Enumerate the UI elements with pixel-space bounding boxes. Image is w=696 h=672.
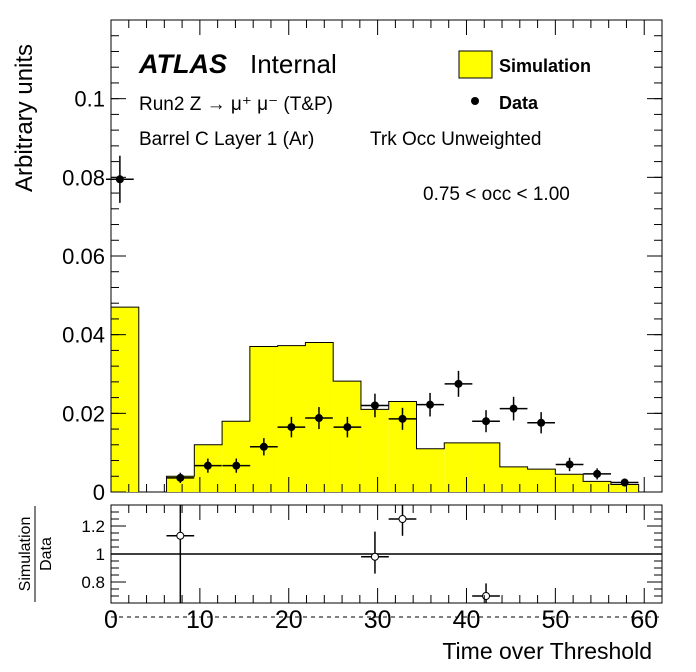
simulation-bin: [249, 346, 278, 492]
annotation-block: ATLAS Internal Run2 Z → μ⁺ μ⁻ (T&P) Barr…: [138, 49, 570, 205]
simulation-bin: [555, 474, 584, 492]
simulation-bin: [360, 409, 389, 492]
simulation-bin: [222, 421, 250, 492]
y-tick-label: 0.04: [62, 323, 105, 348]
legend-data-marker: [471, 97, 479, 105]
data-point: [343, 423, 352, 432]
data-point: [482, 417, 491, 426]
data-point: [232, 461, 241, 470]
weighting-label: Trk Occ Unweighted: [370, 129, 541, 150]
y-tick-label: 0.08: [62, 165, 105, 190]
simulation-bin: [166, 476, 195, 492]
x-axis-label: Time over Threshold: [442, 638, 652, 664]
ratio-y-label-numerator: Simulation: [17, 517, 34, 592]
ratio-y-tick-label: 1.2: [81, 517, 105, 536]
y-tick-label: 0.1: [74, 87, 105, 112]
legend-data-label: Data: [499, 93, 539, 113]
data-point: [398, 414, 407, 423]
x-tick-label: 20: [275, 606, 303, 634]
data-point: [314, 414, 323, 423]
ratio-y-label: Simulation Data: [17, 506, 55, 602]
data-point: [454, 379, 463, 388]
simulation-bin: [499, 466, 528, 492]
simulation-bin: [583, 481, 611, 492]
simulation-bin: [472, 442, 500, 492]
ratio-points: [166, 505, 500, 603]
simulation-bin: [527, 469, 556, 492]
x-tick-label: 30: [364, 606, 392, 634]
data-point: [509, 404, 518, 413]
data-point: [370, 401, 379, 410]
data-point: [287, 423, 296, 432]
simulation-bin: [111, 307, 139, 492]
main-axes-ticks: 0 0.02 0.04 0.06 0.08 0.1: [62, 19, 663, 505]
ratio-point: [370, 552, 379, 561]
legend: Simulation Data: [458, 50, 591, 113]
ratio-point: [482, 592, 491, 600]
data-point: [565, 460, 574, 469]
data-point: [537, 418, 546, 427]
data-point: [176, 473, 185, 482]
data-point: [426, 400, 435, 409]
data-point: [259, 442, 268, 451]
x-tick-label: 0: [104, 606, 118, 634]
data-points: [106, 155, 639, 487]
simulation-bin: [416, 448, 445, 492]
ratio-axes-ticks: 0.8 1 1.2 0 10 20 30 40 50 60: [81, 505, 663, 634]
ratio-plot-panel: 0.8 1 1.2 0 10 20 30 40 50 60: [81, 504, 663, 634]
simulation-bin: [444, 442, 473, 492]
legend-simulation-swatch: [458, 50, 493, 79]
data-point: [620, 478, 629, 487]
y-tick-label: 0.06: [62, 244, 105, 269]
y-axis-label: Arbitrary units: [11, 44, 38, 192]
y-tick-label: 0: [93, 480, 105, 505]
simulation-bin: [610, 484, 639, 492]
occupancy-label: 0.75 < occ < 1.00: [423, 184, 570, 205]
data-point: [115, 175, 124, 184]
ratio-y-tick-label: 0.8: [81, 573, 105, 592]
ratio-y-label-denominator: Data: [38, 537, 55, 571]
simulation-histogram: [110, 306, 640, 493]
data-point: [593, 469, 602, 478]
x-tick-label: 40: [453, 606, 481, 634]
ratio-point: [176, 531, 185, 540]
atlas-brand: ATLAS: [138, 49, 227, 79]
region-label: Barrel C Layer 1 (Ar): [139, 129, 314, 150]
x-tick-label: 60: [630, 606, 658, 634]
x-tick-label: 50: [541, 606, 569, 634]
ratio-point: [398, 515, 407, 523]
main-plot-panel: 0 0.02 0.04 0.06 0.08 0.1: [62, 19, 663, 505]
atlas-status: Internal: [250, 49, 337, 79]
ratio-y-tick-label: 1: [96, 545, 105, 564]
x-tick-label: 10: [186, 606, 214, 634]
data-point: [203, 461, 212, 470]
legend-simulation-label: Simulation: [499, 56, 591, 76]
process-label: Run2 Z → μ⁺ μ⁻ (T&P): [139, 94, 333, 115]
y-tick-label: 0.02: [62, 401, 105, 426]
